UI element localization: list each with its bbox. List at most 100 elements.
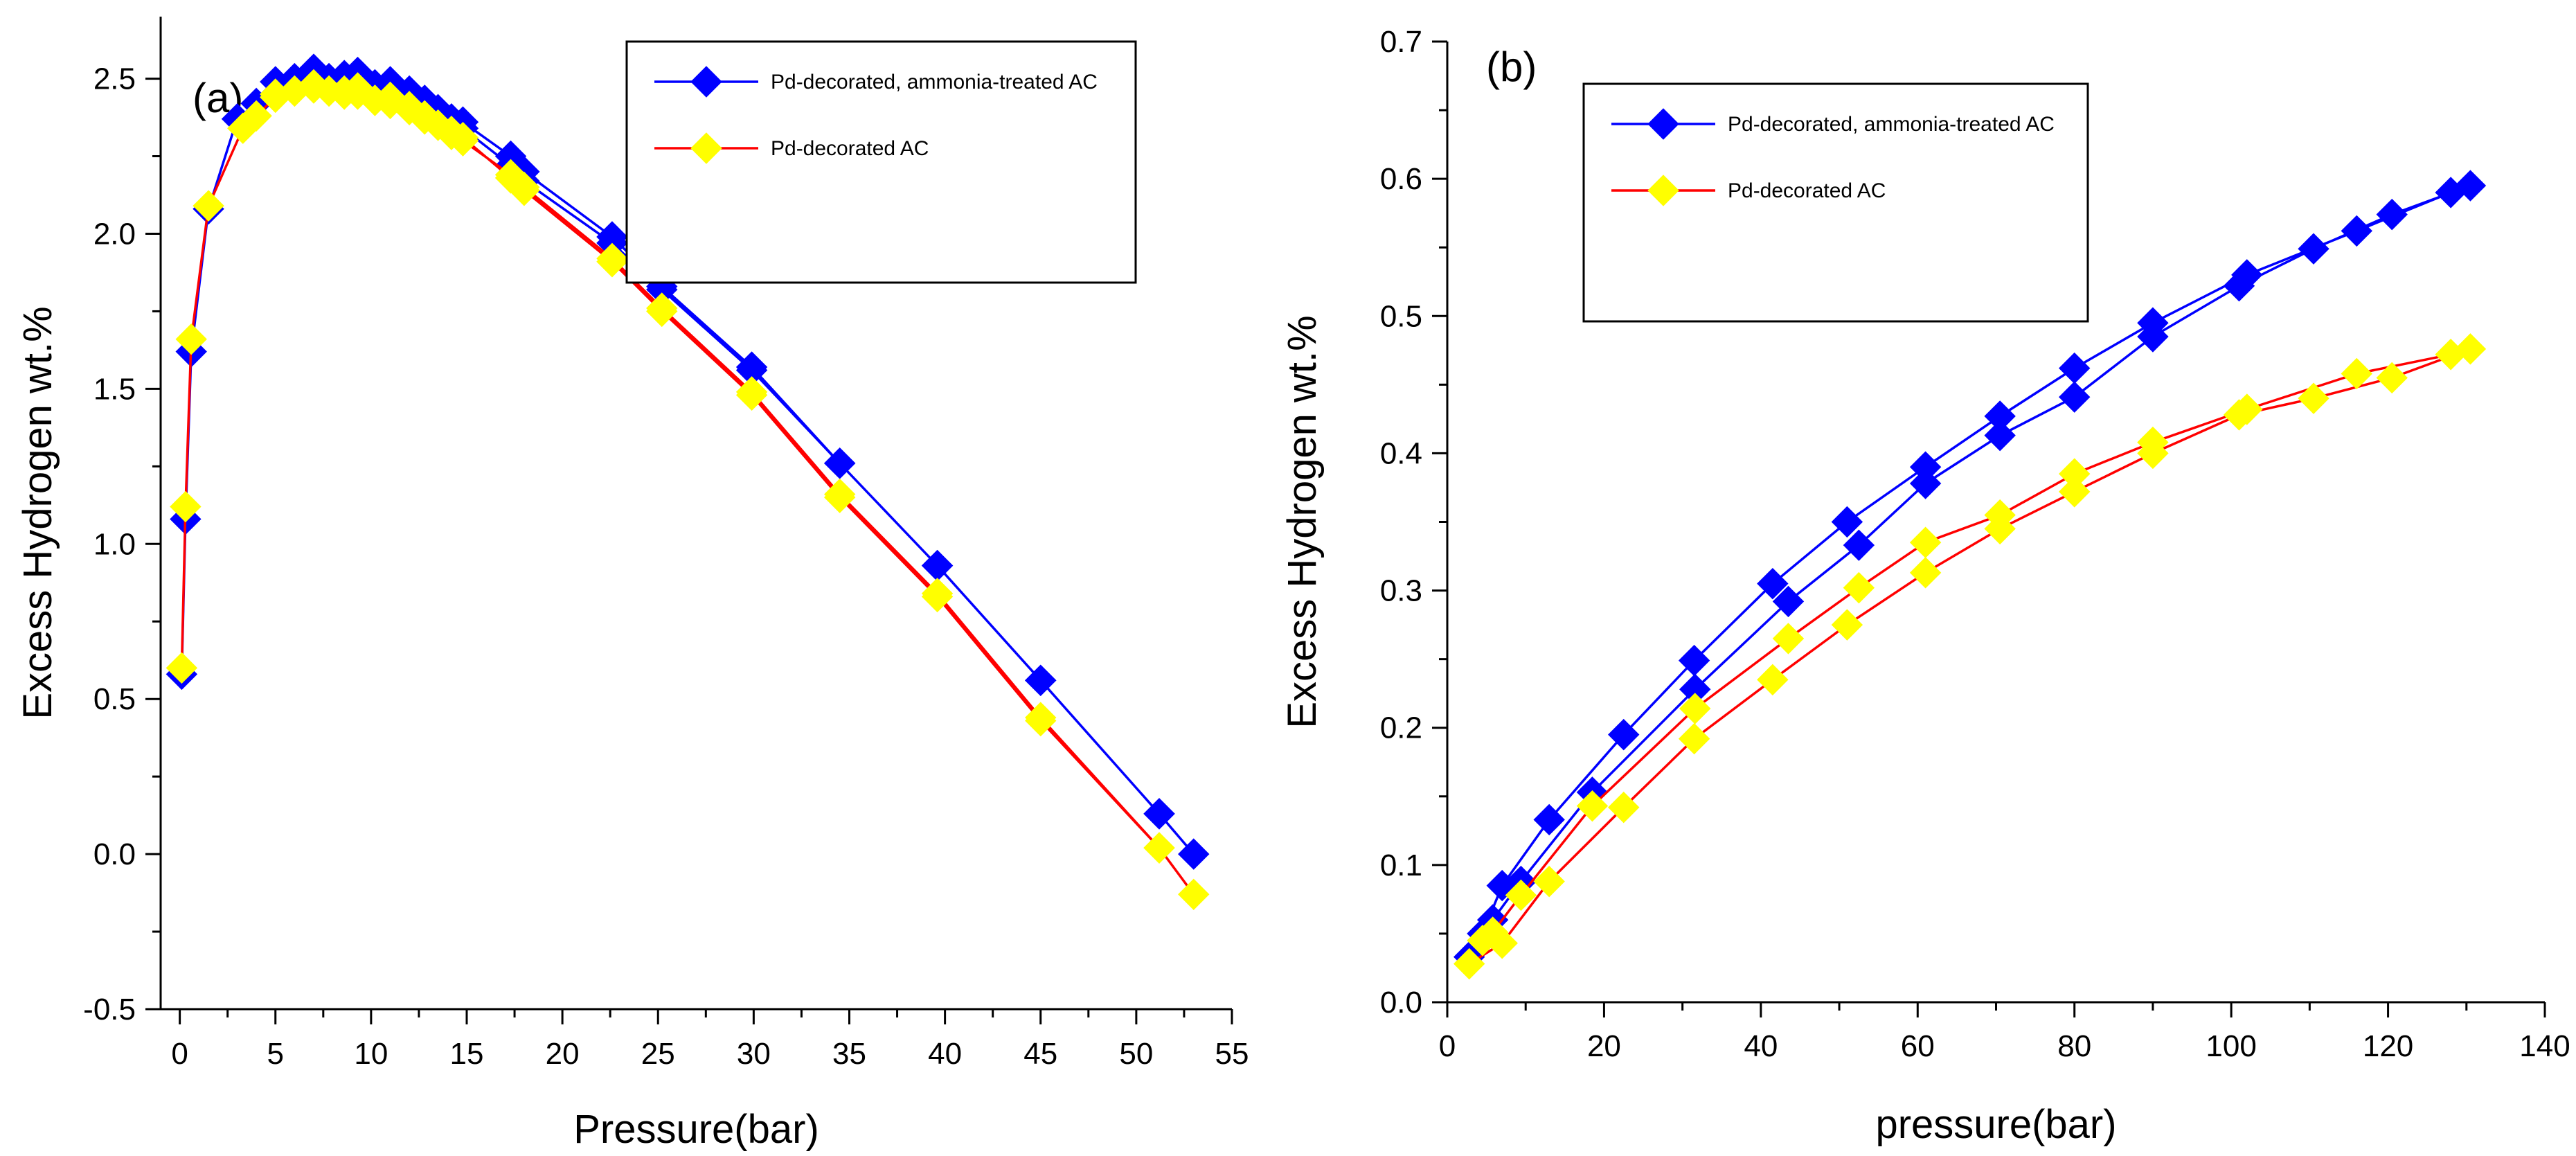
x-tick-label: 30: [737, 1037, 771, 1071]
y-tick-label: 2.0: [93, 217, 136, 251]
data-point-series-1: [2435, 177, 2467, 208]
data-point-series-2: [166, 652, 198, 684]
y-tick-label: 1.5: [93, 372, 136, 406]
data-point-series-2: [260, 78, 292, 110]
data-point-series-2: [596, 242, 628, 275]
data-point-series-2: [1453, 948, 1485, 980]
data-point-series-2: [1143, 832, 1175, 864]
y-tick-label: 0.6: [1380, 162, 1422, 196]
data-point-series-2: [2231, 393, 2263, 425]
data-point-series-2: [1025, 702, 1057, 733]
y-tick-label: 0.5: [1380, 299, 1422, 333]
data-point-series-1: [2298, 233, 2329, 265]
y-tick-label: 0.0: [1380, 986, 1422, 1020]
data-point-series-2: [2059, 458, 2091, 490]
data-point-series-2: [1831, 609, 1863, 641]
panel-label: (b): [1486, 44, 1537, 90]
x-tick-label: 20: [546, 1037, 580, 1071]
legend: Pd-decorated, ammonia-treated AC Pd-decor…: [625, 40, 1137, 284]
data-point-series-2: [298, 72, 330, 104]
x-tick-label: 40: [928, 1037, 962, 1071]
data-point-series-1: [1025, 664, 1057, 697]
data-point-series-1: [1984, 419, 2016, 452]
x-tick-label: 45: [1023, 1037, 1057, 1071]
data-point-series-2: [1576, 790, 1609, 822]
data-point-series-1: [1533, 803, 1565, 836]
data-point-series-2: [278, 75, 311, 107]
data-point-series-2: [170, 490, 202, 523]
data-point-series-2: [1984, 499, 2016, 531]
y-tick-label: 0.0: [93, 837, 136, 871]
legend-marker: [1647, 175, 1679, 206]
x-tick-label: 100: [2206, 1029, 2256, 1063]
data-point-series-2: [1909, 526, 1942, 558]
data-point-series-2: [823, 478, 856, 510]
y-tick-label: 0.3: [1380, 574, 1422, 608]
y-tick-label: 1.0: [93, 527, 136, 561]
legend-label: Pd-decorated AC: [771, 137, 929, 160]
y-axis-label: Excess Hydrogen wt.%: [1280, 315, 1325, 728]
data-point-series-2: [240, 100, 272, 132]
data-point-series-2: [646, 292, 678, 324]
y-tick-label: 0.5: [93, 682, 136, 716]
y-tick-label: 0.2: [1380, 711, 1422, 745]
x-tick-label: 60: [1901, 1029, 1935, 1063]
x-tick-label: 10: [354, 1037, 388, 1071]
data-point-series-2: [1608, 791, 1640, 824]
chart-panel-b: 0 20 40 60 80 100 120 140 0.0 0.1 0.2 0.3 0.4 0.5 0.6 0…: [1280, 25, 2570, 1147]
y-tick-label: 0.1: [1380, 848, 1422, 882]
data-point-series-1: [1909, 468, 1942, 499]
data-point-series-2: [921, 578, 954, 610]
data-point-series-2: [2435, 339, 2467, 371]
data-point-series-2: [2059, 476, 2091, 508]
legend-marker: [690, 132, 722, 164]
data-point-series-1: [1608, 718, 1640, 751]
data-point-series-1: [1909, 451, 1942, 483]
chart-panel-a: 0 5 10 15 20 25 30 35 40 45 50 55 -0.5 0.0 0.5 1.0 1.5 2.…: [15, 17, 1249, 1152]
data-point-series-2: [193, 190, 224, 222]
y-tick-label: 0.4: [1380, 436, 1422, 470]
y-tick-label: -0.5: [83, 993, 136, 1026]
data-point-series-1: [2341, 215, 2372, 247]
data-point-series-1: [2059, 352, 2091, 384]
data-point-series-2: [175, 323, 207, 355]
legend-label: Pd-decorated, ammonia-treated AC: [771, 71, 1098, 94]
data-point-series-2: [1757, 664, 1789, 696]
data-point-series-1: [1757, 567, 1789, 600]
data-point-series-2: [735, 376, 768, 408]
data-point-series-2: [2137, 426, 2169, 459]
data-point-series-2: [1505, 879, 1537, 912]
x-tick-label: 80: [2057, 1029, 2091, 1063]
data-point-series-1: [1178, 838, 1210, 870]
x-tick-label: 40: [1744, 1029, 1778, 1063]
legend-label: Pd-decorated, ammonia-treated AC: [1728, 113, 2055, 136]
data-point-series-2: [2298, 382, 2329, 414]
data-point-series-1: [1843, 529, 1875, 561]
data-point-series-2: [2341, 357, 2372, 390]
x-axis-label: pressure(bar): [1875, 1102, 2116, 1147]
x-tick-label: 35: [832, 1037, 866, 1071]
data-point-series-1: [823, 447, 856, 479]
x-tick-label: 5: [267, 1037, 284, 1071]
data-point-series-2: [1772, 623, 1805, 655]
x-tick-label: 120: [2363, 1029, 2413, 1063]
x-tick-label: 0: [1439, 1029, 1456, 1063]
x-tick-label: 50: [1119, 1037, 1153, 1071]
data-point-series-2: [1533, 865, 1565, 898]
data-point-series-2: [1843, 571, 1875, 604]
data-point-series-1: [1143, 798, 1175, 830]
legend-label: Pd-decorated AC: [1728, 179, 1886, 202]
data-point-series-1: [1772, 585, 1805, 618]
data-point-series-1: [1831, 506, 1863, 538]
data-point-series-1: [2376, 198, 2408, 231]
y-tick-label: 0.7: [1380, 25, 1422, 59]
x-axis-label: Pressure(bar): [573, 1107, 819, 1152]
data-point-series-2: [2376, 362, 2408, 394]
data-point-series-2: [494, 159, 527, 191]
data-point-series-1: [1678, 644, 1710, 677]
data-point-series-2: [1678, 722, 1710, 755]
y-axis-label: Excess Hydrogen wt.%: [15, 306, 60, 719]
data-point-series-2: [1909, 557, 1942, 589]
x-tick-label: 140: [2519, 1029, 2570, 1063]
